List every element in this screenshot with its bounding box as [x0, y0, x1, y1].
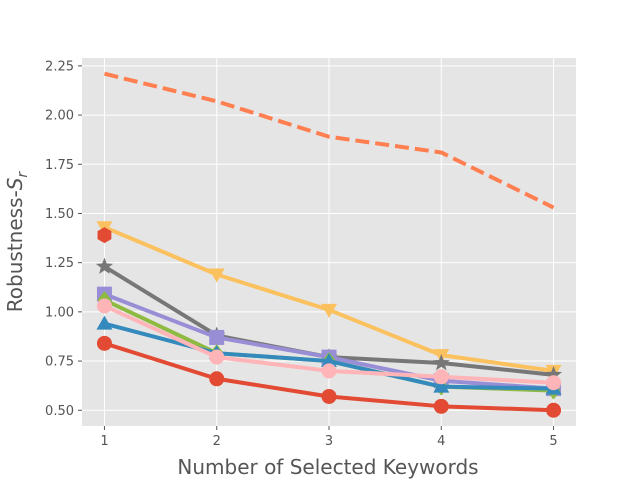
x-tick-label: 1 — [100, 434, 108, 449]
data-point-marker — [321, 353, 337, 368]
series-group — [95, 71, 563, 418]
data-point-marker — [209, 349, 225, 365]
data-point-marker — [209, 371, 225, 387]
data-point-marker — [97, 227, 112, 244]
data-point-marker — [433, 378, 450, 393]
y-tick-label: 2.00 — [45, 109, 74, 124]
series-0 — [103, 71, 555, 210]
data-point-marker — [544, 365, 563, 383]
y-tick-label: 2.25 — [45, 59, 74, 74]
data-point-marker — [95, 257, 114, 274]
data-point-marker — [321, 388, 337, 404]
data-point-marker — [96, 315, 113, 330]
y-axis-label: Robustness-Sr — [3, 171, 31, 313]
x-tick-label: 4 — [437, 434, 445, 449]
data-point-marker — [96, 335, 112, 351]
axis-ticks: 1 2 3 4 5 0.50 0.75 1.00 1.25 1.50 1.75 2.00 2.25 — [45, 59, 558, 449]
y-tick-label: 0.50 — [45, 404, 74, 419]
y-tick-label: 1.25 — [45, 256, 74, 271]
data-point-marker — [433, 398, 449, 414]
series-7 — [96, 335, 562, 418]
x-tick-label: 5 — [549, 434, 557, 449]
y-axis-label-text: Robustness- — [3, 190, 27, 312]
data-point-marker — [321, 303, 337, 318]
x-axis-label: Number of Selected Keywords — [177, 455, 478, 479]
data-point-marker — [321, 363, 337, 379]
series-8 — [97, 227, 112, 244]
data-point-marker — [546, 375, 562, 391]
data-point-marker — [209, 329, 225, 345]
x-tick-label: 3 — [325, 434, 333, 449]
y-axis-label-subscript: r — [15, 171, 31, 178]
series-6 — [96, 298, 562, 391]
y-tick-label: 0.75 — [45, 355, 74, 370]
grid-lines — [82, 58, 576, 426]
y-axis-label-symbol: S — [3, 177, 27, 190]
x-tick-label: 2 — [213, 434, 221, 449]
data-point-marker — [208, 268, 225, 283]
data-point-marker — [432, 354, 450, 371]
y-tick-label: 1.00 — [45, 305, 74, 320]
data-point-marker — [546, 402, 562, 418]
y-tick-label: 1.75 — [45, 158, 74, 173]
data-point-marker — [433, 369, 449, 385]
series-line — [103, 71, 555, 210]
y-tick-label: 1.50 — [45, 207, 74, 222]
data-point-marker — [96, 298, 112, 314]
